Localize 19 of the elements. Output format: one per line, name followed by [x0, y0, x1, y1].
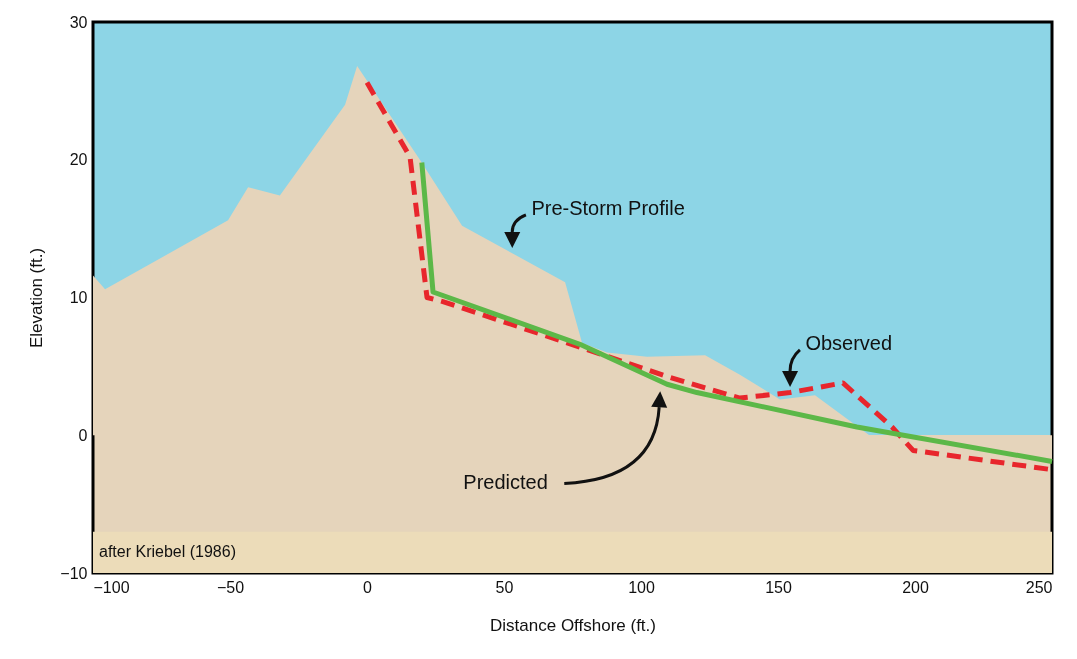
series-label: Observed: [805, 332, 893, 355]
x-tick-label: −100: [93, 578, 130, 596]
x-tick-label: −50: [216, 578, 245, 596]
y-tick-label: −10: [60, 564, 88, 582]
y-tick-label: 10: [69, 289, 88, 306]
x-tick-label: 100: [628, 578, 655, 596]
x-tick-label: 50: [495, 578, 514, 596]
x-tick-label: 250: [1025, 578, 1053, 596]
series-label: Pre-Storm Profile: [531, 197, 685, 220]
x-tick-label: 0: [363, 578, 373, 596]
x-tick-label: 150: [765, 578, 792, 596]
band-label: after Kriebel (1986): [99, 543, 236, 561]
y-tick-label: 30: [69, 13, 88, 31]
y-tick-label: 0: [78, 426, 88, 444]
y-tick-label: 20: [69, 151, 88, 169]
x-tick-label: 200: [902, 578, 929, 596]
y-axis-title: Elevation (ft.): [27, 247, 47, 349]
x-axis-title: Distance Offshore (ft.): [490, 615, 656, 635]
text: Predicted: [463, 471, 548, 494]
